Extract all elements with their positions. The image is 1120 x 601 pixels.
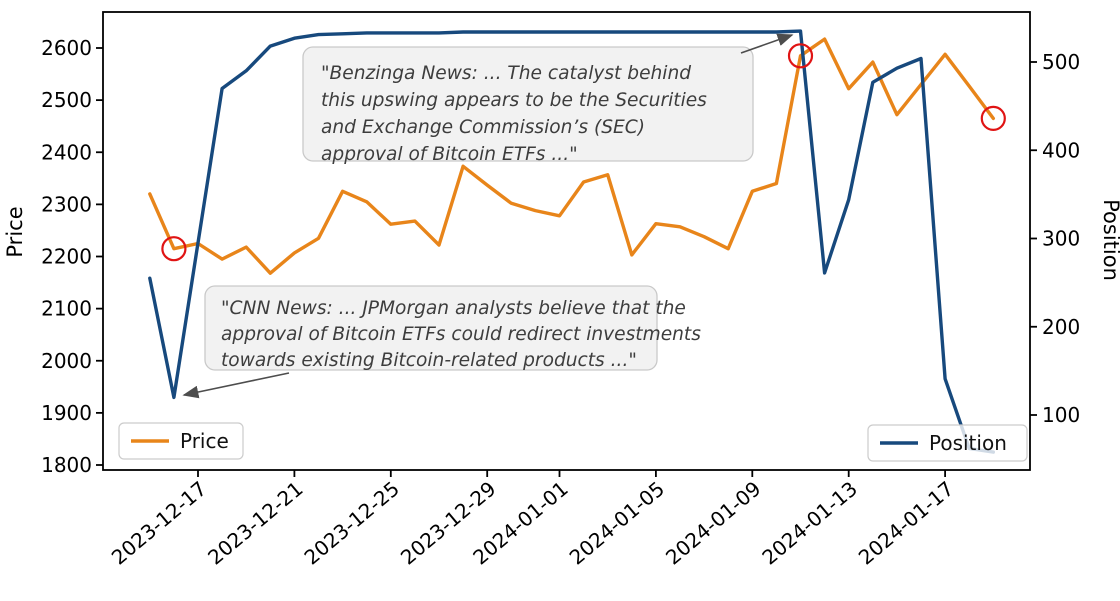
position-line — [148, 29, 995, 454]
benzinga-annotation-text: "Benzinga News: ... The catalyst behind t… — [321, 63, 707, 165]
cnn-annotation-text: "CNN News: ... JPMorgan analysts believe… — [221, 298, 701, 371]
cnn-annotation-arrow — [182, 372, 290, 399]
legend-box — [118, 422, 244, 460]
date-tick-label: 2024-01-09 — [661, 476, 765, 569]
date-tick-label: 2024-01-13 — [757, 476, 861, 569]
price-tick-label: 2300 — [41, 192, 92, 216]
position-tick-label: 500 — [1042, 50, 1080, 74]
price-tick-label: 2400 — [41, 140, 92, 164]
date-tick-label: 2024-01-17 — [854, 476, 958, 569]
legend-label: Position — [929, 431, 1007, 455]
price-tick-label: 2500 — [41, 88, 92, 112]
position-axis-ticks: 100 200 300 400 500 — [1030, 50, 1080, 427]
date-tick-label: 2023-12-17 — [107, 476, 211, 569]
benzinga-annotation-box — [302, 46, 754, 162]
cnn-annotation: "CNN News: ... JPMorgan analysts believe… — [182, 285, 701, 399]
news-event-marker — [980, 105, 1006, 132]
legend-box — [867, 424, 1028, 462]
data-series — [148, 29, 995, 454]
position-tick-label: 100 — [1042, 403, 1080, 427]
price-tick-label: 1800 — [41, 453, 92, 477]
position-tick-label: 400 — [1042, 138, 1080, 162]
price-axis-label: Price — [3, 206, 27, 257]
price-tick-label: 2200 — [41, 245, 92, 269]
plot-frame — [102, 11, 1031, 471]
price-axis-ticks: 1800 1900 2000 2100 2200 2300 2400 2500 2600 — [41, 36, 103, 477]
position-tick-label: 200 — [1042, 315, 1080, 339]
price-tick-label: 2100 — [41, 297, 92, 321]
position-tick-label: 300 — [1042, 227, 1080, 251]
legend-label: Price — [180, 429, 229, 453]
date-axis-ticks: 2023-12-172023-12-212023-12-252023-12-29… — [107, 470, 958, 570]
news-event-marker — [161, 236, 187, 262]
news-event-marker — [787, 43, 814, 69]
benzinga-annotation: "Benzinga News: ... The catalyst behind t… — [302, 33, 794, 165]
legends: Price Position — [118, 422, 1028, 462]
news-annotations: "CNN News: ... JPMorgan analysts believe… — [182, 33, 794, 399]
date-tick-label: 2024-01-05 — [565, 476, 669, 569]
date-tick-label: 2023-12-25 — [300, 476, 404, 569]
date-tick-label: 2023-12-21 — [203, 476, 307, 569]
price-tick-label: 2600 — [41, 36, 92, 60]
price-tick-label: 2000 — [41, 349, 92, 373]
event-markers — [161, 43, 1006, 262]
position-axis-label: Position — [1099, 199, 1120, 281]
legend-position: Position — [867, 424, 1028, 462]
price-line — [148, 37, 995, 275]
legend-price: Price — [118, 422, 244, 460]
price-tick-label: 1900 — [41, 401, 92, 425]
axes-frame — [102, 11, 1031, 471]
benzinga-annotation-arrow — [740, 33, 794, 54]
cnn-annotation-box — [204, 285, 658, 371]
